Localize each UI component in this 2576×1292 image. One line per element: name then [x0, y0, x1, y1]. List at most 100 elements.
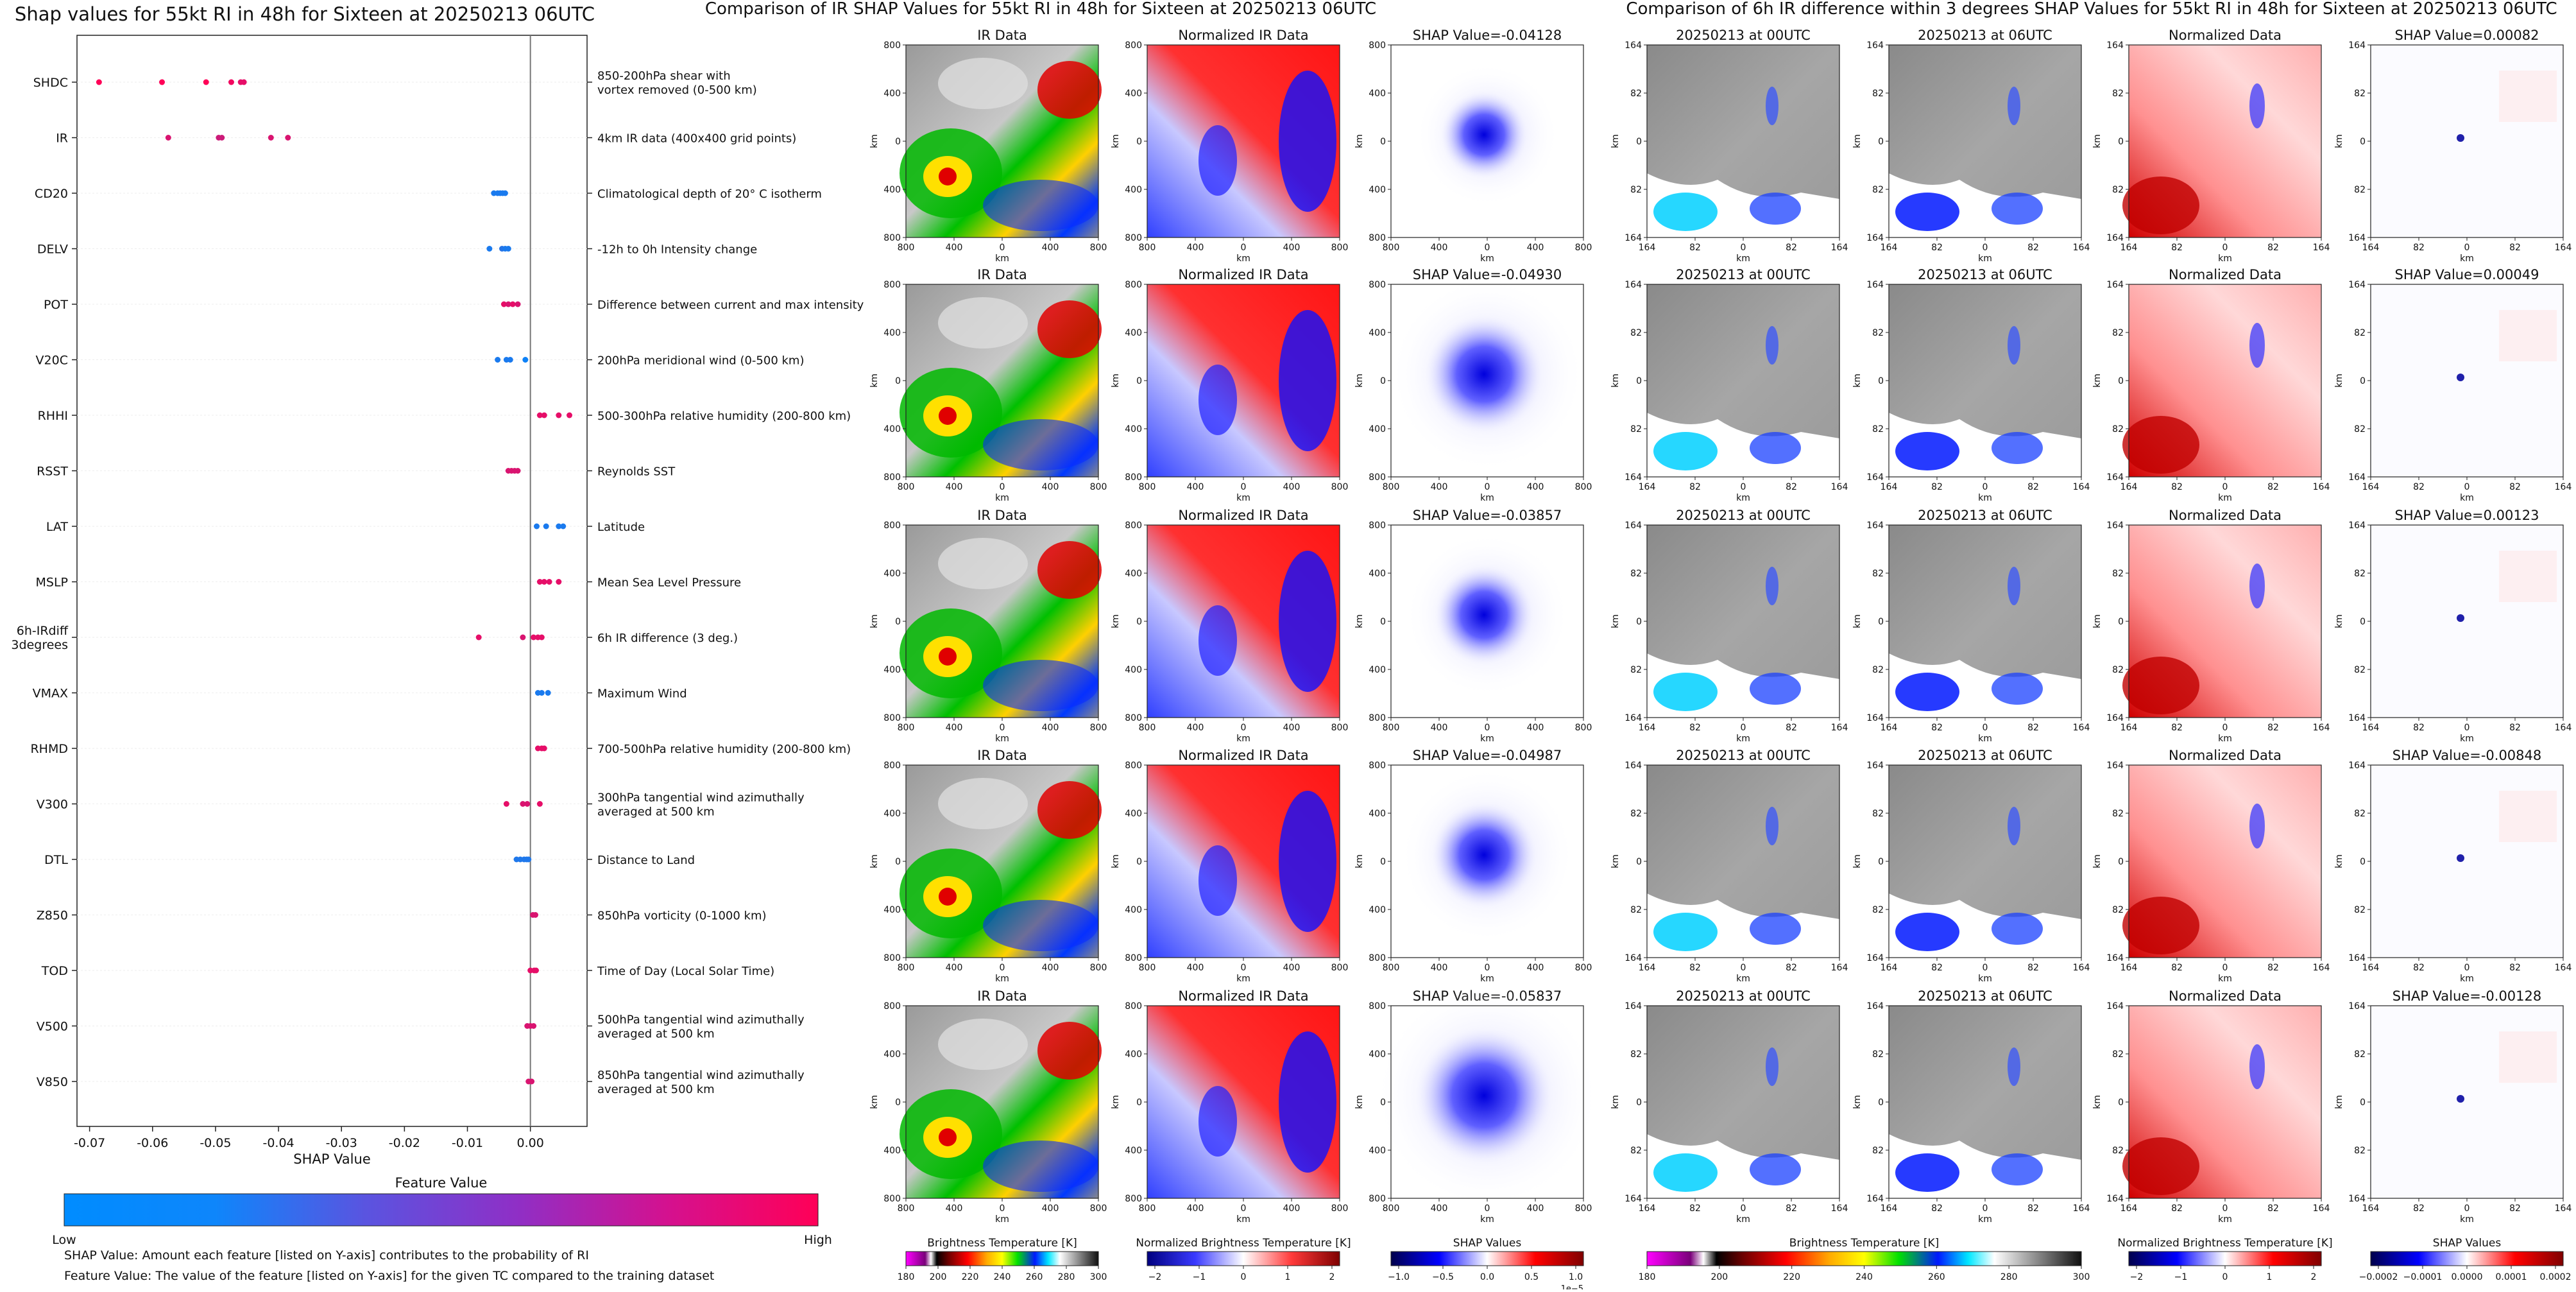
panel-y-axis-label: km [1610, 1095, 1621, 1109]
ir-cloud-red [1037, 1022, 1102, 1080]
panel-y-tick-label: 0 [2118, 857, 2124, 867]
colorbar-tick-label: −0.0002 [2359, 1272, 2398, 1282]
panel-x-tick-label: 82 [2413, 243, 2425, 253]
panel-x-tick-label: 164 [2120, 1203, 2138, 1214]
panel-y-tick-label: 82 [1630, 89, 1642, 99]
panel-y-tick-label: 164 [1866, 953, 1884, 963]
shap-point [503, 801, 509, 807]
panel-x-tick-label: 82 [1689, 482, 1701, 492]
panel-x-tick-label: 164 [2073, 963, 2090, 973]
panel-title: Normalized Data [2169, 28, 2282, 43]
colorbar-strip [1390, 1251, 1584, 1266]
panel-y-tick-label: 164 [2348, 472, 2366, 483]
panel-y-tick-label: 400 [1125, 185, 1142, 195]
panel-x-axis-label: km [2460, 493, 2474, 503]
panel-y-tick-label: 0 [895, 617, 901, 627]
panel-x-axis-label: km [1736, 734, 1750, 744]
panel-y-tick-label: 164 [2348, 1194, 2366, 1204]
shap-core [1423, 313, 1545, 435]
colorbar-high-label: High [804, 1233, 832, 1247]
panel-y-tick-label: 0 [1636, 137, 1642, 147]
shap-point [268, 135, 274, 141]
feature-colorbar-title: Feature Value [395, 1175, 488, 1191]
panel-x-tick-label: 82 [1786, 963, 1797, 973]
x-tick-label: -0.07 [74, 1136, 105, 1150]
diff-section-title: Comparison of 6h IR difference within 3 … [1626, 0, 2557, 19]
shap-point [515, 301, 521, 307]
panel-x-tick-label: 800 [1383, 723, 1400, 733]
panel-y-tick-label: 0 [2360, 617, 2366, 627]
ir-cloud-grey [938, 297, 1028, 349]
panel-y-axis-label: km [1610, 614, 1621, 628]
shap-point [529, 1078, 535, 1085]
feature-name-label: V850 [37, 1075, 68, 1089]
panel-x-tick-label: 0 [2222, 963, 2228, 973]
feature-description-label: Maximum Wind [597, 687, 687, 701]
panel-y-tick-label: 0 [895, 1098, 901, 1108]
colorbar: Normalized Brightness Temperature [K] −2 −… [1136, 1237, 1351, 1282]
norm-warm-region [2122, 897, 2199, 954]
feature-description-label: averaged at 500 km [597, 1028, 715, 1041]
panel-y-axis-label: km [869, 134, 880, 148]
panel-x-tick-label: 164 [1639, 1203, 1656, 1214]
panel-x-tick-label: 0 [2464, 1203, 2470, 1214]
panel-x-tick-label: 0 [2464, 963, 2470, 973]
panel-x-tick-label: 82 [2509, 243, 2521, 253]
ir-cloud-grey [938, 778, 1028, 829]
panel-x-tick-label: 400 [1042, 963, 1059, 973]
feature-description-label: Reynolds SST [597, 465, 676, 479]
panel-y-tick-label: 400 [883, 809, 901, 819]
panel-x-tick-label: 400 [1283, 243, 1301, 253]
feature-name-label: IR [56, 132, 68, 146]
panel-y-tick-label: 164 [2348, 761, 2366, 771]
panel-y-tick-label: 164 [1625, 472, 1642, 483]
panel-x-tick-label: 400 [1283, 482, 1301, 492]
panel-y-tick-label: 400 [883, 424, 901, 435]
panel-x-axis-label: km [1978, 734, 1992, 744]
panel-y-tick-label: 400 [883, 328, 901, 338]
panel-y-tick-label: 0 [1878, 376, 1884, 386]
x-tick-label: -0.05 [200, 1136, 231, 1150]
panel-x-tick-label: 164 [2313, 963, 2330, 973]
panel-x-tick-label: 0 [1741, 963, 1746, 973]
cold-cloud [1992, 193, 2043, 225]
panel-y-tick-label: 164 [1625, 1001, 1642, 1012]
cold-cloud [1766, 1047, 1778, 1086]
shap-point [495, 357, 501, 363]
shap-difference-spot [2457, 854, 2464, 862]
panel-y-tick-label: 800 [883, 472, 901, 483]
panel-y-tick-label: 164 [1625, 953, 1642, 963]
panel-y-tick-label: 82 [1872, 809, 1884, 819]
panel-y-tick-label: 82 [2112, 89, 2124, 99]
panel-x-axis-label: km [1480, 734, 1494, 744]
panel-x-tick-label: 82 [2267, 482, 2279, 492]
panel-x-tick-label: 82 [2413, 963, 2425, 973]
panel-y-tick-label: 400 [883, 1049, 901, 1060]
feature-name-label: V300 [37, 798, 68, 812]
panel-x-tick-label: 164 [2555, 482, 2572, 492]
feature-name-label: MSLP [36, 576, 69, 590]
panel-x-tick-label: 164 [2073, 482, 2090, 492]
panel-y-tick-label: 0 [2360, 1098, 2366, 1108]
panel-x-axis-label: km [995, 974, 1009, 984]
panel-x-tick-label: 400 [946, 723, 963, 733]
colorbar-tick-label: 0 [2222, 1272, 2228, 1282]
colorbar-tick-label: −1.0 [1388, 1272, 1410, 1282]
panel-title: SHAP Value=-0.03857 [1413, 508, 1562, 523]
panel-x-tick-label: 800 [1139, 243, 1156, 253]
colorbar-tick-label: 0.0001 [2496, 1272, 2527, 1282]
panel-x-tick-label: 164 [1881, 1203, 1898, 1214]
panel-x-tick-label: 400 [946, 482, 963, 492]
colorbar-strip [1147, 1251, 1340, 1266]
panel-title: SHAP Value=-0.00128 [2393, 988, 2542, 1004]
panel-x-axis-label: km [1736, 974, 1750, 984]
feature-description-label: Time of Day (Local Solar Time) [597, 965, 774, 978]
